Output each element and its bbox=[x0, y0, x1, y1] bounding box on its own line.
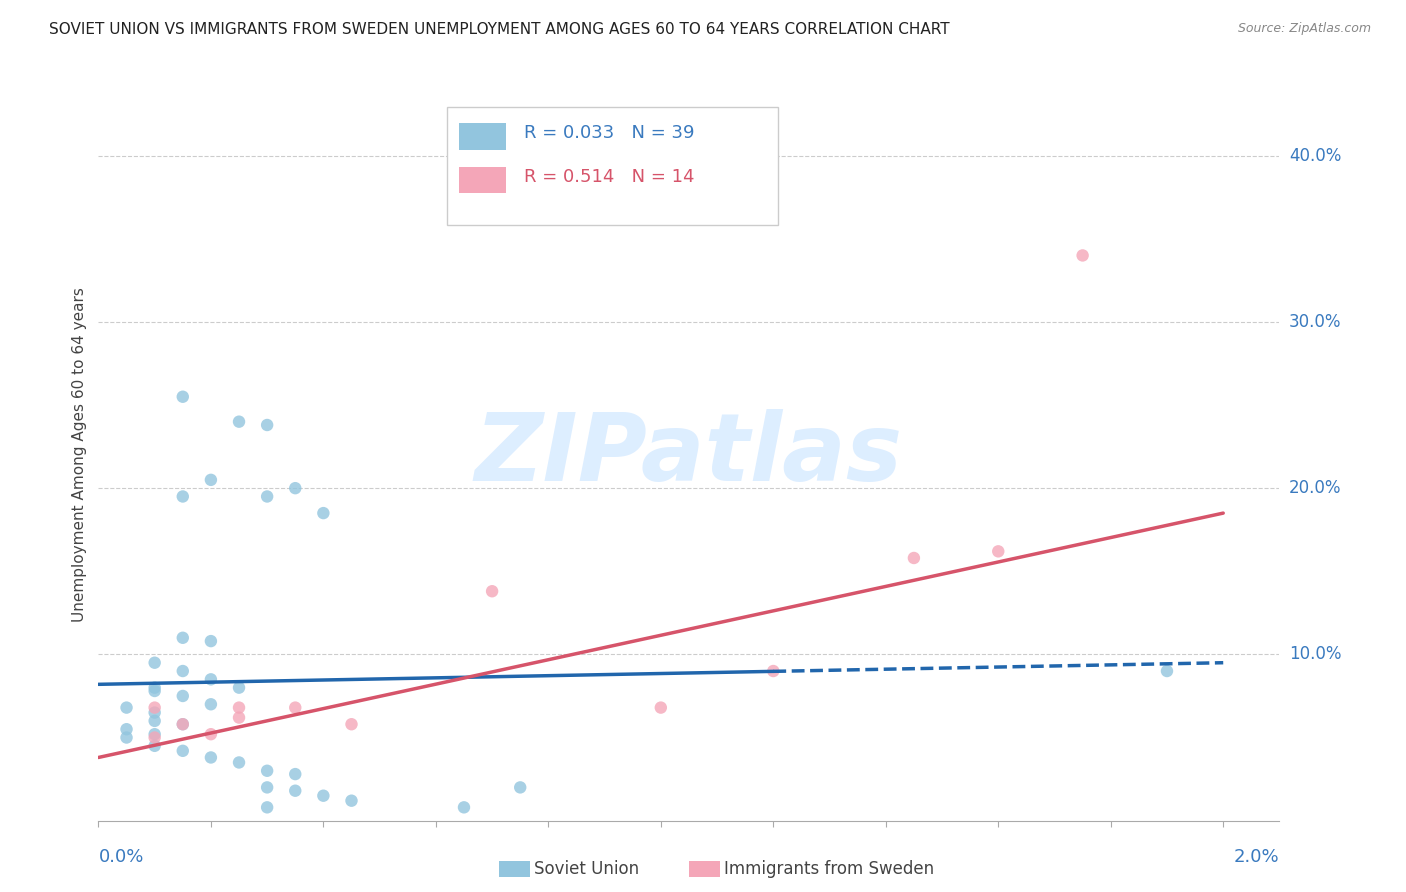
Point bbox=[172, 717, 194, 731]
Point bbox=[172, 631, 194, 645]
Point bbox=[200, 727, 222, 741]
Text: ZIPatlas: ZIPatlas bbox=[475, 409, 903, 501]
Point bbox=[312, 789, 335, 803]
Text: 40.0%: 40.0% bbox=[1289, 146, 1341, 165]
Point bbox=[143, 739, 166, 753]
Text: 30.0%: 30.0% bbox=[1289, 313, 1341, 331]
Point bbox=[228, 681, 250, 695]
Point bbox=[143, 731, 166, 745]
Point bbox=[256, 764, 278, 778]
Point bbox=[1071, 248, 1094, 262]
FancyBboxPatch shape bbox=[458, 123, 506, 150]
Point bbox=[228, 415, 250, 429]
Point bbox=[115, 700, 138, 714]
Point bbox=[143, 681, 166, 695]
Point bbox=[200, 473, 222, 487]
Point bbox=[172, 490, 194, 504]
Point bbox=[284, 700, 307, 714]
Point bbox=[143, 700, 166, 714]
Point bbox=[312, 506, 335, 520]
Point bbox=[256, 490, 278, 504]
Text: R = 0.033   N = 39: R = 0.033 N = 39 bbox=[523, 124, 695, 142]
Point bbox=[340, 717, 363, 731]
Point bbox=[256, 417, 278, 432]
Text: R = 0.514   N = 14: R = 0.514 N = 14 bbox=[523, 168, 695, 186]
Point bbox=[256, 780, 278, 795]
Point bbox=[172, 717, 194, 731]
Point bbox=[340, 794, 363, 808]
Point bbox=[200, 673, 222, 687]
Y-axis label: Unemployment Among Ages 60 to 64 years: Unemployment Among Ages 60 to 64 years bbox=[72, 287, 87, 623]
Point bbox=[200, 634, 222, 648]
Point bbox=[509, 780, 531, 795]
Text: 2.0%: 2.0% bbox=[1234, 848, 1279, 866]
Text: Source: ZipAtlas.com: Source: ZipAtlas.com bbox=[1237, 22, 1371, 36]
Point bbox=[143, 714, 166, 728]
Point bbox=[172, 689, 194, 703]
Point bbox=[143, 727, 166, 741]
Text: 20.0%: 20.0% bbox=[1289, 479, 1341, 497]
Point bbox=[284, 783, 307, 797]
Point bbox=[143, 706, 166, 720]
Point bbox=[481, 584, 503, 599]
Text: SOVIET UNION VS IMMIGRANTS FROM SWEDEN UNEMPLOYMENT AMONG AGES 60 TO 64 YEARS CO: SOVIET UNION VS IMMIGRANTS FROM SWEDEN U… bbox=[49, 22, 950, 37]
Point bbox=[256, 800, 278, 814]
Point bbox=[228, 700, 250, 714]
Text: Soviet Union: Soviet Union bbox=[534, 860, 640, 878]
Point bbox=[200, 750, 222, 764]
Point bbox=[453, 800, 475, 814]
Point bbox=[650, 700, 672, 714]
Point bbox=[228, 756, 250, 770]
FancyBboxPatch shape bbox=[447, 108, 778, 225]
Point bbox=[987, 544, 1010, 558]
Point bbox=[115, 731, 138, 745]
Text: 0.0%: 0.0% bbox=[98, 848, 143, 866]
Text: Immigrants from Sweden: Immigrants from Sweden bbox=[724, 860, 934, 878]
Point bbox=[1156, 664, 1178, 678]
Text: 10.0%: 10.0% bbox=[1289, 646, 1341, 664]
Point bbox=[762, 664, 785, 678]
FancyBboxPatch shape bbox=[458, 167, 506, 194]
Point bbox=[200, 698, 222, 712]
Point bbox=[172, 390, 194, 404]
Point bbox=[903, 551, 925, 566]
Point bbox=[143, 656, 166, 670]
Point bbox=[172, 744, 194, 758]
Point bbox=[115, 723, 138, 737]
Point bbox=[284, 767, 307, 781]
Point bbox=[284, 481, 307, 495]
Point bbox=[172, 664, 194, 678]
Point bbox=[143, 684, 166, 698]
Point bbox=[228, 710, 250, 724]
